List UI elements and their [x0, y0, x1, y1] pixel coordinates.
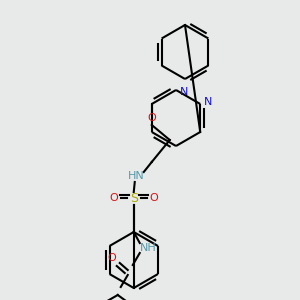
- Text: S: S: [130, 191, 138, 205]
- Text: NH: NH: [140, 243, 156, 253]
- Text: O: O: [107, 253, 116, 263]
- Text: O: O: [110, 193, 118, 203]
- Text: O: O: [147, 113, 156, 123]
- Text: HN: HN: [128, 171, 144, 181]
- Text: O: O: [149, 193, 158, 203]
- Text: N: N: [204, 97, 212, 107]
- Text: N: N: [180, 87, 188, 97]
